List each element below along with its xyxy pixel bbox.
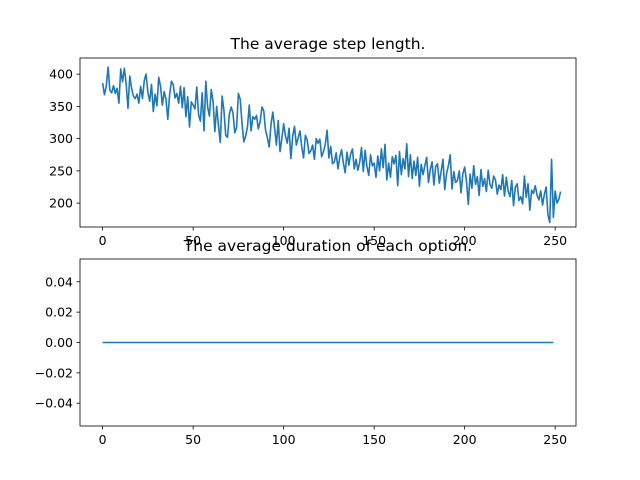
top-y-tick-label: 200 xyxy=(49,196,73,211)
bottom-x-tick-label: 150 xyxy=(362,432,386,447)
bottom-x-tick-label: 200 xyxy=(453,432,477,447)
top-y-tick-label: 350 xyxy=(49,99,73,114)
top-y-axis-ticks: 200 250 300 350 400 xyxy=(49,67,80,211)
subplot-top: The average step length. 0 50 100 150 200 250… xyxy=(49,35,577,248)
top-x-tick-label: 250 xyxy=(543,233,567,248)
bottom-chart-title: The average duration of each option. xyxy=(183,237,472,255)
top-x-tick-label: 100 xyxy=(272,233,296,248)
bottom-y-tick-label: −0.02 xyxy=(35,365,73,380)
bottom-x-tick-label: 50 xyxy=(185,432,201,447)
bottom-y-tick-label: 0.02 xyxy=(45,305,73,320)
bottom-x-axis-ticks: 0 50 100 150 200 250 xyxy=(99,426,567,447)
bottom-x-tick-label: 0 xyxy=(99,432,107,447)
bottom-x-tick-label: 100 xyxy=(272,432,296,447)
top-x-tick-label: 150 xyxy=(362,233,386,248)
subplot-bottom: 0 50 100 150 200 250 −0.04 −0.02 0.00 0.02 0.04 T… xyxy=(35,237,577,447)
top-y-tick-label: 250 xyxy=(49,163,73,178)
bottom-x-tick-label: 250 xyxy=(543,432,567,447)
top-series-line xyxy=(101,66,562,224)
bottom-axes-frame xyxy=(79,258,577,427)
top-x-tick-label: 0 xyxy=(99,233,107,248)
bottom-y-tick-label: 0.00 xyxy=(45,335,73,350)
top-y-tick-label: 400 xyxy=(49,67,73,82)
top-y-tick-label: 300 xyxy=(49,131,73,146)
bottom-y-tick-label: −0.04 xyxy=(35,396,73,411)
top-x-axis-ticks: 0 50 100 150 200 250 xyxy=(99,227,567,248)
top-x-tick-label: 200 xyxy=(453,233,477,248)
top-axes-frame xyxy=(79,57,577,228)
top-chart-title: The average step length. xyxy=(230,35,426,53)
bottom-y-axis-ticks: −0.04 −0.02 0.00 0.02 0.04 xyxy=(35,274,80,411)
bottom-y-tick-label: 0.04 xyxy=(45,274,73,289)
top-x-tick-label: 50 xyxy=(185,233,201,248)
